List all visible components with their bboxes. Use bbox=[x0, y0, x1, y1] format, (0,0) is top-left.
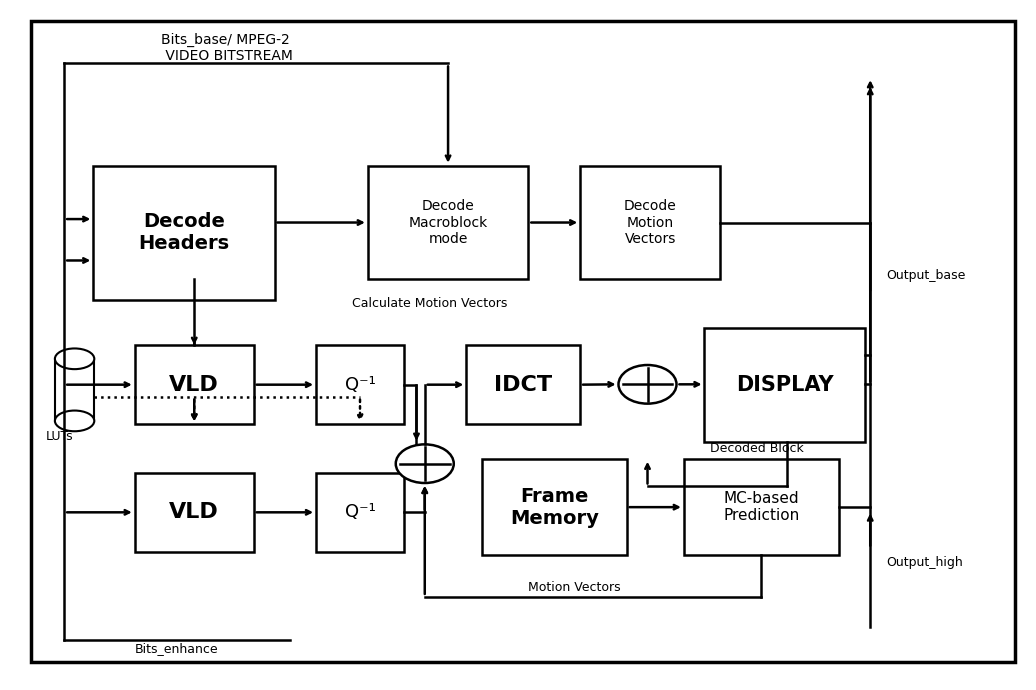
Bar bbox=[135, 473, 254, 552]
Text: Decoded Block: Decoded Block bbox=[710, 442, 803, 455]
Bar bbox=[580, 166, 720, 279]
Text: Output_base: Output_base bbox=[886, 270, 966, 282]
Text: Bits_base/ MPEG-2
 VIDEO BITSTREAM: Bits_base/ MPEG-2 VIDEO BITSTREAM bbox=[161, 33, 292, 63]
Text: VLD: VLD bbox=[169, 502, 220, 522]
Ellipse shape bbox=[55, 348, 94, 369]
Bar bbox=[93, 166, 275, 300]
Text: Calculate Motion Vectors: Calculate Motion Vectors bbox=[352, 297, 508, 310]
Ellipse shape bbox=[55, 411, 94, 431]
Bar bbox=[684, 459, 839, 555]
Text: VLD: VLD bbox=[169, 375, 220, 395]
Text: Q⁻¹: Q⁻¹ bbox=[345, 375, 375, 394]
Bar bbox=[704, 328, 865, 442]
Text: DISPLAY: DISPLAY bbox=[736, 375, 834, 395]
Bar bbox=[316, 473, 404, 552]
Text: Decode
Macroblock
mode: Decode Macroblock mode bbox=[408, 199, 488, 246]
Bar bbox=[55, 359, 94, 421]
Circle shape bbox=[618, 365, 677, 404]
Bar bbox=[316, 345, 404, 424]
Bar bbox=[466, 345, 580, 424]
Text: Motion Vectors: Motion Vectors bbox=[528, 582, 621, 594]
Text: Output_high: Output_high bbox=[886, 556, 962, 569]
Text: LUTs: LUTs bbox=[46, 430, 74, 442]
Text: Decode
Motion
Vectors: Decode Motion Vectors bbox=[624, 199, 677, 246]
Text: Bits_enhance: Bits_enhance bbox=[135, 642, 219, 655]
Bar bbox=[368, 166, 528, 279]
Text: Frame
Memory: Frame Memory bbox=[510, 486, 599, 528]
Text: Decode
Headers: Decode Headers bbox=[139, 213, 229, 253]
Bar bbox=[482, 459, 627, 555]
Text: IDCT: IDCT bbox=[494, 375, 552, 395]
Text: Q⁻¹: Q⁻¹ bbox=[345, 503, 375, 522]
Text: MC-based
Prediction: MC-based Prediction bbox=[723, 491, 800, 523]
Circle shape bbox=[396, 444, 454, 483]
Bar bbox=[135, 345, 254, 424]
